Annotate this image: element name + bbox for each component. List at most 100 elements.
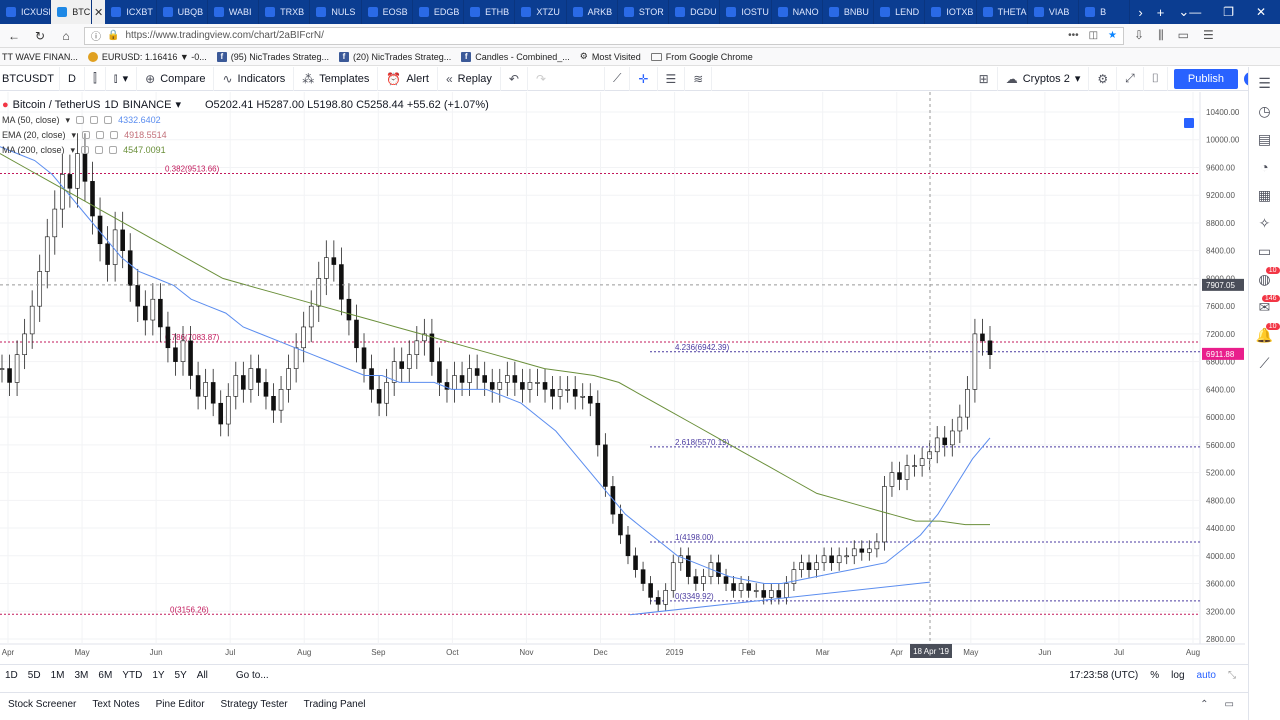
close-tab-icon[interactable]: ✕ xyxy=(91,0,106,24)
calendar-icon[interactable]: ▦ xyxy=(1257,187,1272,203)
browser-tab[interactable]: B xyxy=(1079,0,1131,24)
indicator-row[interactable]: MA (50, close) ▾ 4332.6402 xyxy=(2,114,489,126)
library-icon[interactable]: ⫼ xyxy=(1158,28,1164,42)
log-toggle[interactable]: log xyxy=(1171,670,1185,681)
bottom-tab[interactable]: Pine Editor xyxy=(155,699,205,710)
bookmark-item[interactable]: f Candles - Combined_... xyxy=(461,51,570,62)
bookmark-item[interactable]: ⚙ Most Visited xyxy=(580,51,641,62)
undo-button[interactable]: ↶ xyxy=(501,66,528,91)
compare-button[interactable]: ⊕ Compare xyxy=(137,66,215,91)
symbol-search[interactable]: BTCUSDT xyxy=(0,66,60,91)
scale-settings-icon[interactable]: ⤡ xyxy=(1228,670,1236,681)
horizontal-lines-button[interactable]: ☰ xyxy=(658,66,686,91)
settings-icon[interactable] xyxy=(95,146,104,154)
timeframe-button[interactable]: 5Y xyxy=(174,670,187,681)
publish-button[interactable]: Publish xyxy=(1173,68,1238,89)
crosshair-button[interactable]: ✛ xyxy=(630,66,658,91)
browser-tab[interactable]: NANO xyxy=(772,0,823,24)
bottom-tab[interactable]: Trading Panel xyxy=(303,699,366,710)
percent-toggle[interactable]: % xyxy=(1150,670,1160,681)
auto-toggle[interactable]: auto xyxy=(1196,670,1216,681)
settings-button[interactable]: ⚙ xyxy=(1089,66,1118,91)
chevron-down-icon[interactable]: ▾ xyxy=(175,99,181,111)
timeframe-button[interactable]: All xyxy=(196,670,208,681)
home-icon[interactable]: ⌂ xyxy=(62,28,70,43)
bottom-tab[interactable]: Text Notes xyxy=(92,699,140,710)
chart-type-button[interactable]: ⫾ ▾ xyxy=(106,66,138,91)
timeframe-button[interactable]: 5D xyxy=(27,670,41,681)
fullscreen-button[interactable]: ⤢ xyxy=(1117,66,1144,91)
layout-button[interactable]: ⊞ xyxy=(971,66,998,91)
pocket-icon[interactable]: ◫ xyxy=(1088,30,1099,41)
browser-tab[interactable]: IOTXB xyxy=(925,0,977,24)
timeframe-button[interactable]: 3M xyxy=(74,670,89,681)
snapshot-button[interactable]: ⌷ xyxy=(1144,66,1168,91)
chats-icon[interactable]: ✉ 146 xyxy=(1256,295,1280,315)
browser-tab[interactable]: ICXBT xyxy=(105,0,157,24)
timeframe-button[interactable]: YTD xyxy=(122,670,143,681)
browser-tab[interactable]: VIAB xyxy=(1028,0,1080,24)
reload-icon[interactable]: ↻ xyxy=(34,28,46,43)
tab-scroll-icon[interactable]: › xyxy=(1138,4,1143,20)
timeframe-button[interactable]: 1M xyxy=(50,670,65,681)
browser-tab[interactable]: DGDU xyxy=(669,0,721,24)
close-window-icon[interactable]: ✕ xyxy=(1256,5,1267,19)
collapse-panel-icon[interactable]: ⌃ xyxy=(1200,699,1209,710)
browser-tab[interactable]: NULS xyxy=(310,0,362,24)
timeframe-button[interactable]: 1Y xyxy=(152,670,165,681)
watchlist-icon[interactable]: ☰ xyxy=(1258,75,1271,91)
indicators-button[interactable]: ∿ Indicators xyxy=(214,66,295,91)
eye-icon[interactable] xyxy=(76,116,85,124)
streams-icon[interactable]: ◍ 10 xyxy=(1256,267,1280,287)
bookmark-star-icon[interactable]: ★ xyxy=(1108,30,1117,41)
bar-style-button[interactable]: ⫿ xyxy=(85,66,106,91)
replay-button[interactable]: « Replay xyxy=(438,66,501,91)
bottom-tab[interactable]: Stock Screener xyxy=(8,699,77,710)
timeframe-button[interactable]: 6M xyxy=(98,670,113,681)
layout-name-button[interactable]: ☁ Cryptos 2 ▾ xyxy=(998,66,1090,91)
browser-tab[interactable]: BTC xyxy=(51,0,92,24)
alerts-clock-icon[interactable]: ◷ xyxy=(1258,103,1271,119)
downloads-icon[interactable]: ⇩ xyxy=(1134,28,1145,42)
browser-tab[interactable]: ARKB xyxy=(567,0,618,24)
browser-tab[interactable]: LEND xyxy=(874,0,926,24)
browser-tab[interactable]: BNBU xyxy=(823,0,875,24)
bookmark-item[interactable]: EURUSD: 1.16416 ▼ -0... xyxy=(87,51,207,62)
bookmark-item[interactable]: f (95) NicTrades Strateg... xyxy=(216,51,329,62)
alert-button[interactable]: ⏰ Alert xyxy=(378,66,438,91)
interval-button[interactable]: D xyxy=(60,66,85,91)
redo-button[interactable]: ↷ xyxy=(528,67,554,91)
minimize-icon[interactable]: — xyxy=(1189,5,1202,19)
notifications-icon[interactable]: 🔔 10 xyxy=(1256,323,1280,343)
trading-icon[interactable]: ⟋ xyxy=(1259,355,1270,371)
settings-icon[interactable] xyxy=(96,131,105,139)
chevron-down-icon[interactable]: ▾ xyxy=(71,129,77,140)
eye-icon[interactable] xyxy=(81,146,90,154)
menu-icon[interactable]: ☰ xyxy=(1202,28,1214,42)
bottom-tab[interactable]: Strategy Tester xyxy=(220,699,288,710)
chevron-down-icon[interactable]: ▾ xyxy=(65,114,71,125)
browser-tab[interactable]: IOSTU xyxy=(720,0,772,24)
templates-button[interactable]: ⁂ Templates xyxy=(294,66,379,91)
settings-icon[interactable] xyxy=(90,116,99,124)
bookmark-item[interactable]: TT WAVE FINAN... xyxy=(2,52,78,62)
close-icon[interactable] xyxy=(110,131,119,139)
fib-button[interactable]: ≋ xyxy=(685,66,713,91)
tab-list-icon[interactable]: ⌄ xyxy=(1178,4,1190,19)
bookmark-item[interactable]: From Google Chrome xyxy=(650,52,753,62)
maximize-panel-icon[interactable]: ▭ xyxy=(1224,699,1234,710)
hotlist-icon[interactable]: ◔ xyxy=(1260,159,1269,175)
price-chart[interactable]: 10400.00 10000.00 9600.00 9200.00 8800.00 840… xyxy=(0,92,1245,658)
timeframe-button[interactable]: 1D xyxy=(5,670,18,681)
browser-tab[interactable]: WABI xyxy=(208,0,260,24)
restore-icon[interactable]: ❐ xyxy=(1223,5,1234,19)
indicator-row[interactable]: EMA (20, close) ▾ 4918.5514 xyxy=(2,129,489,141)
goto-button[interactable]: Go to... xyxy=(235,670,269,681)
trend-line-button[interactable]: ⟋ xyxy=(604,66,631,91)
close-icon[interactable] xyxy=(109,146,118,154)
data-window-icon[interactable]: ▤ xyxy=(1257,131,1272,147)
browser-tab[interactable]: UBQB xyxy=(157,0,208,24)
chart-pane[interactable]: 10400.00 10000.00 9600.00 9200.00 8800.00 840… xyxy=(0,92,1245,658)
info-icon[interactable]: ⓘ xyxy=(91,32,101,43)
chart-flag-icon[interactable] xyxy=(1184,118,1194,128)
